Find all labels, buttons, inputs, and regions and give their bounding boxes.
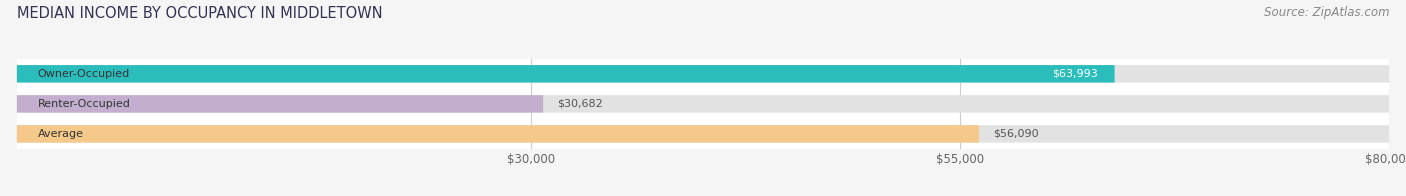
Text: Source: ZipAtlas.com: Source: ZipAtlas.com — [1264, 6, 1389, 19]
Text: Average: Average — [38, 129, 83, 139]
Text: $56,090: $56,090 — [993, 129, 1039, 139]
FancyBboxPatch shape — [17, 95, 543, 113]
FancyBboxPatch shape — [17, 65, 1389, 83]
FancyBboxPatch shape — [17, 95, 1389, 113]
Text: Owner-Occupied: Owner-Occupied — [38, 69, 129, 79]
FancyBboxPatch shape — [17, 65, 1115, 83]
FancyBboxPatch shape — [17, 125, 1389, 143]
FancyBboxPatch shape — [17, 125, 979, 143]
Text: MEDIAN INCOME BY OCCUPANCY IN MIDDLETOWN: MEDIAN INCOME BY OCCUPANCY IN MIDDLETOWN — [17, 6, 382, 21]
Text: Renter-Occupied: Renter-Occupied — [38, 99, 131, 109]
Text: $30,682: $30,682 — [557, 99, 603, 109]
Text: $63,993: $63,993 — [1052, 69, 1098, 79]
